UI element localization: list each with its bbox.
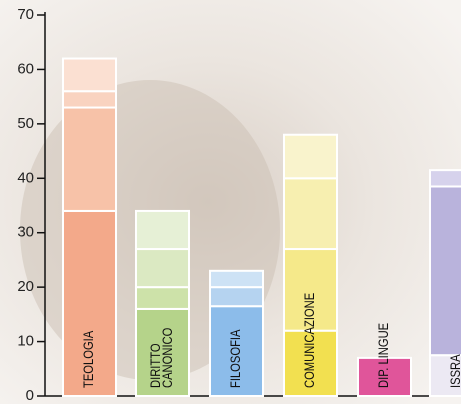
- y-tick-label: 30: [17, 224, 34, 241]
- bar-segment: [62, 209, 117, 397]
- y-tick-label: 70: [17, 6, 34, 23]
- bar-segment: [283, 329, 338, 397]
- y-tick-label: 10: [17, 333, 34, 350]
- bar-label: TEOLOGIA: [80, 330, 96, 388]
- bar-segment: [283, 133, 338, 180]
- bar-label: COMUNICAZIONE: [301, 293, 317, 388]
- bar-segment: [429, 185, 461, 357]
- bar-label: DIP. LINGUE: [375, 323, 391, 388]
- y-tick-label: 50: [17, 115, 34, 132]
- y-tick-label: 0: [26, 387, 34, 404]
- bar-segment: [62, 90, 117, 109]
- bar-segment: [209, 286, 264, 308]
- y-tick-label: 20: [17, 278, 34, 295]
- bar-segment: [209, 269, 264, 289]
- bar-segment: [62, 106, 117, 212]
- bar-segment: [135, 209, 190, 251]
- bar-segment: [357, 356, 412, 397]
- bar-label: FILOSOFIA: [227, 329, 243, 388]
- bar-label: DIRITTO: [147, 343, 163, 388]
- bar-label: ISSRA: [447, 354, 461, 388]
- bar-segment: [429, 169, 461, 188]
- y-tick-label: 60: [17, 60, 34, 77]
- bar-segment: [135, 248, 190, 289]
- bar-segment: [62, 57, 117, 93]
- bar-segment: [283, 248, 338, 332]
- y-tick-label: 40: [17, 169, 34, 186]
- bar-segment: [135, 286, 190, 310]
- bar-segment: [283, 177, 338, 251]
- bar-label: CANONICO: [159, 328, 175, 388]
